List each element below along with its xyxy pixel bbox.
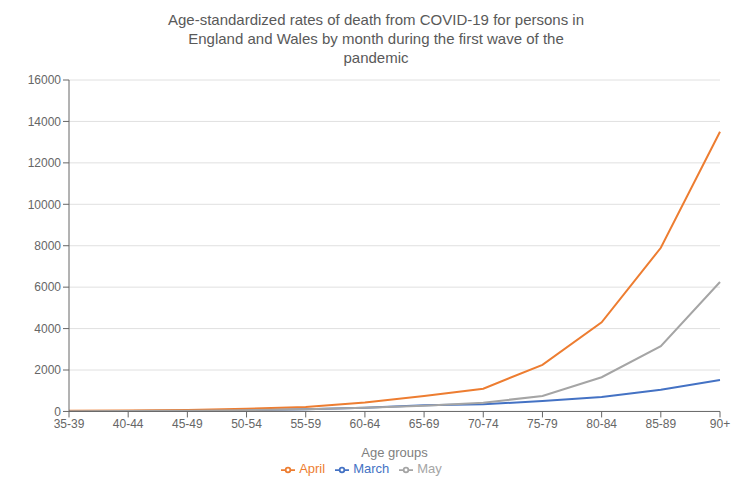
svg-text:80-84: 80-84 bbox=[586, 417, 617, 431]
svg-text:90+: 90+ bbox=[710, 417, 730, 431]
svg-text:Age groups: Age groups bbox=[361, 445, 428, 460]
svg-text:60-64: 60-64 bbox=[350, 417, 381, 431]
svg-text:40-44: 40-44 bbox=[113, 417, 144, 431]
svg-text:14000: 14000 bbox=[28, 115, 62, 129]
svg-text:85-89: 85-89 bbox=[645, 417, 676, 431]
svg-text:55-59: 55-59 bbox=[290, 417, 321, 431]
html-text:May: May bbox=[417, 461, 442, 477]
html-text:April: April bbox=[299, 461, 326, 477]
html-text:England and Wales by month dur: England and Wales by month during the fi… bbox=[188, 30, 564, 47]
svg-text:75-79: 75-79 bbox=[527, 417, 558, 431]
html-text:March: March bbox=[353, 461, 390, 477]
svg-text:12000: 12000 bbox=[28, 156, 62, 170]
svg-text:6000: 6000 bbox=[34, 280, 61, 294]
svg-text:70-74: 70-74 bbox=[468, 417, 499, 431]
svg-text:0: 0 bbox=[54, 405, 61, 419]
html-text:Age-standardized rates of deat: Age-standardized rates of death from COV… bbox=[168, 11, 584, 28]
html-text:pandemic: pandemic bbox=[343, 49, 409, 66]
svg-text:10000: 10000 bbox=[28, 198, 62, 212]
svg-text:35-39: 35-39 bbox=[54, 417, 85, 431]
svg-text:4000: 4000 bbox=[34, 322, 61, 336]
svg-text:16000: 16000 bbox=[28, 73, 62, 87]
svg-text:50-54: 50-54 bbox=[231, 417, 262, 431]
svg-text:2000: 2000 bbox=[34, 363, 61, 377]
svg-text:65-69: 65-69 bbox=[409, 417, 440, 431]
svg-text:45-49: 45-49 bbox=[172, 417, 203, 431]
svg-text:8000: 8000 bbox=[34, 239, 61, 253]
